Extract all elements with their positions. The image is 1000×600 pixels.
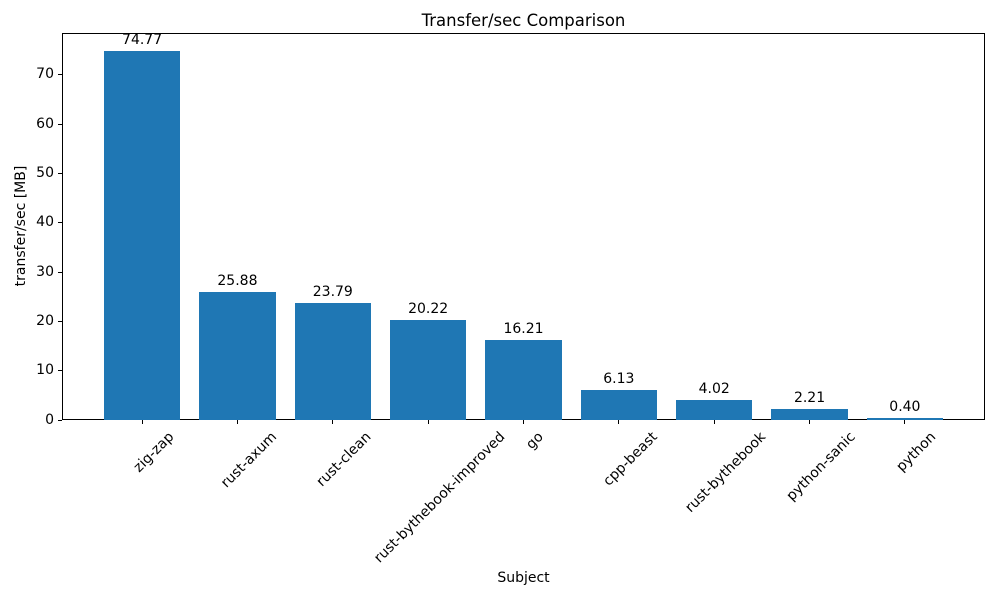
y-tick-label: 40 [36,214,54,231]
bar [580,389,657,420]
bar [199,292,276,420]
bar [485,340,562,420]
chart-title: Transfer/sec Comparison [421,11,626,30]
x-tick [141,420,143,424]
y-tick [58,370,62,372]
x-tick-label: go [523,429,547,453]
y-tick-label: 0 [45,411,54,428]
y-tick-label: 60 [36,115,54,132]
bar-value-label: 16.21 [503,321,544,338]
bar-value-label: 4.02 [698,381,730,398]
x-tick [332,420,334,424]
y-tick [58,222,62,224]
bar-value-label: 0.40 [889,399,921,416]
x-tick [427,420,429,424]
x-tick [809,420,811,424]
y-tick-label: 20 [36,312,54,329]
bar [294,302,371,420]
x-axis-label: Subject [497,570,550,586]
x-tick-label: zig-zap [130,429,178,476]
bar-value-label: 2.21 [793,390,826,407]
bar-value-label: 6.13 [603,370,635,387]
x-tick-label: rust-bythebook-improved [371,429,509,567]
bar-value-label: 23.79 [312,283,353,300]
bar-value-label: 74.77 [122,32,163,49]
bar [103,51,181,420]
x-tick-label: rust-bythebook [682,429,770,516]
y-tick [58,173,62,174]
y-tick [58,271,62,273]
y-tick-label: 70 [36,66,54,83]
y-tick [58,74,62,76]
x-tick [904,420,906,424]
x-tick-label: rust-axum [218,429,281,492]
bar [390,320,467,420]
y-tick [58,123,62,125]
x-tick-label: cpp-beast [600,429,661,490]
x-tick [713,420,715,424]
bar [771,409,848,420]
y-tick [58,320,62,322]
y-tick-label: 30 [36,263,54,280]
x-tick [236,420,238,424]
bar-value-label: 20.22 [408,301,449,318]
y-tick [58,419,62,421]
bar [676,400,753,420]
bar [866,418,944,420]
bar-value-label: 25.88 [217,273,258,290]
x-tick-label: python-sanic [783,429,859,505]
x-tick [523,420,524,424]
x-tick-label: python [893,429,940,475]
x-tick [618,420,620,424]
y-tick-label: 10 [36,362,54,379]
y-tick-label: 50 [36,165,54,181]
x-tick-label: rust-clean [313,429,375,490]
